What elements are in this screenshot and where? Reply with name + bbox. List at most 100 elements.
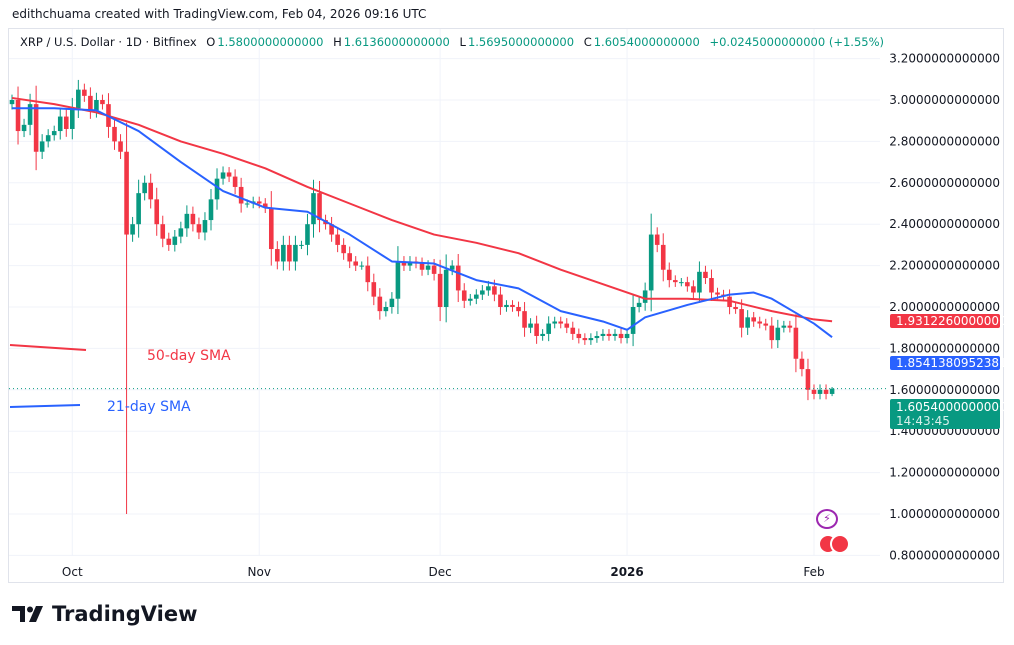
candle-body <box>522 311 527 328</box>
candle-body <box>220 172 226 179</box>
candle-body <box>287 244 292 262</box>
candle-body <box>419 263 425 270</box>
candle-body <box>142 182 147 194</box>
candle-body <box>166 238 172 245</box>
x-tick-label: Oct <box>62 565 83 579</box>
sma21-annotation: 21-day SMA <box>107 399 191 415</box>
sma21-legend-line <box>9 404 81 408</box>
candle-body <box>238 186 244 204</box>
y-tick-label: 1.8000000000000 <box>889 341 1000 355</box>
y-tick-label: 3.2000000000000 <box>889 52 1000 66</box>
candle-body <box>371 282 377 297</box>
candle-body <box>70 108 75 129</box>
candle-body <box>88 95 93 111</box>
candle-body <box>9 100 15 105</box>
y-tick-label: 2.8000000000000 <box>889 134 1000 148</box>
ideas-icon[interactable]: ⚡ <box>816 509 838 529</box>
candle-body <box>588 338 594 341</box>
candle-body <box>94 100 99 111</box>
candle-body <box>829 388 835 394</box>
candle-body <box>739 309 744 328</box>
open-label: O <box>206 35 216 49</box>
candle-body <box>401 261 407 266</box>
y-tick-label: 1.6000000000000 <box>889 383 1000 397</box>
tradingview-logo[interactable]: TradingView <box>12 602 197 626</box>
candle-body <box>443 269 449 307</box>
candle-body <box>751 317 756 322</box>
candle-body <box>805 369 811 390</box>
candle-body <box>492 286 497 295</box>
candle-body <box>172 236 178 245</box>
candle-body <box>118 141 123 152</box>
candle-body <box>757 321 763 324</box>
candle-body <box>467 298 473 301</box>
candle-body <box>317 193 322 221</box>
candle-body <box>817 389 823 394</box>
candle-body <box>208 199 214 221</box>
candle-body <box>389 298 395 307</box>
candle-body <box>552 321 557 324</box>
candle-body <box>618 333 624 339</box>
x-tick-label: Dec <box>429 565 452 579</box>
candle-body <box>528 323 533 328</box>
candle-body <box>82 89 87 96</box>
y-tick-label: 2.0000000000000 <box>889 300 1000 314</box>
candle-body <box>697 271 702 293</box>
y-tick-label: 0.8000000000000 <box>889 548 1000 562</box>
candle-body <box>136 193 141 225</box>
low-value: 1.5695000000000 <box>467 35 575 49</box>
candle-body <box>516 307 521 312</box>
candle-body <box>534 323 539 336</box>
candle-body <box>600 333 606 336</box>
candle-body <box>480 290 485 295</box>
candle-body <box>347 253 352 262</box>
candle-body <box>769 325 775 341</box>
candle-body <box>763 323 769 326</box>
candle-body <box>275 249 280 262</box>
candle-body <box>558 321 564 324</box>
economic-events-icon[interactable] <box>818 534 850 554</box>
candle-body <box>407 261 413 266</box>
chart-pane[interactable] <box>8 28 1004 583</box>
candle-body <box>793 327 799 359</box>
candle-body <box>474 294 479 299</box>
candle-body <box>226 172 232 177</box>
sma21-price-badge: 1.8541380952381 <box>890 356 1007 370</box>
candle-body <box>504 304 509 307</box>
candle-body <box>498 294 503 307</box>
candle-body <box>673 280 678 283</box>
candle-body <box>582 338 588 341</box>
candle-body <box>33 104 39 152</box>
candle-body <box>232 176 238 187</box>
candle-body <box>365 265 371 283</box>
candle-body <box>715 292 720 295</box>
candle-body <box>703 271 708 279</box>
candle-body <box>335 234 340 245</box>
candle-body <box>268 207 274 250</box>
candle-body <box>727 296 732 307</box>
sma50-price-badge: 1.9312260000000 <box>890 314 1007 328</box>
last-price-badge: 1.6054000000000 14:43:45 <box>890 399 1007 429</box>
candle-body <box>21 124 27 132</box>
candlestick-chart[interactable]: 3.2000000000000 3.0000000000000 2.80000000… <box>0 0 1014 600</box>
high-value: 1.6136000000000 <box>343 35 450 49</box>
low-label: L <box>459 35 466 49</box>
candle-body <box>39 141 45 152</box>
candle-body <box>329 224 334 235</box>
candle-body <box>648 234 654 291</box>
symbol-title[interactable]: XRP / U.S. Dollar · 1D · Bitfinex <box>20 35 197 49</box>
candle-body <box>383 307 389 312</box>
candle-body <box>57 116 63 132</box>
y-tick-label: 1.2000000000000 <box>889 466 1000 480</box>
candle-body <box>461 290 467 301</box>
candle-body <box>576 333 582 339</box>
candle-body <box>823 389 829 394</box>
candle-body <box>570 327 576 334</box>
candle-body <box>76 89 81 109</box>
candle-body <box>733 307 738 310</box>
high-label: H <box>333 35 342 49</box>
candle-body <box>160 224 166 239</box>
candle-body <box>100 100 105 105</box>
change-value: +0.0245000000000 (+1.55%) <box>709 35 884 49</box>
ohlc-legend: XRP / U.S. Dollar · 1D · Bitfinex O 1.580… <box>20 35 886 49</box>
